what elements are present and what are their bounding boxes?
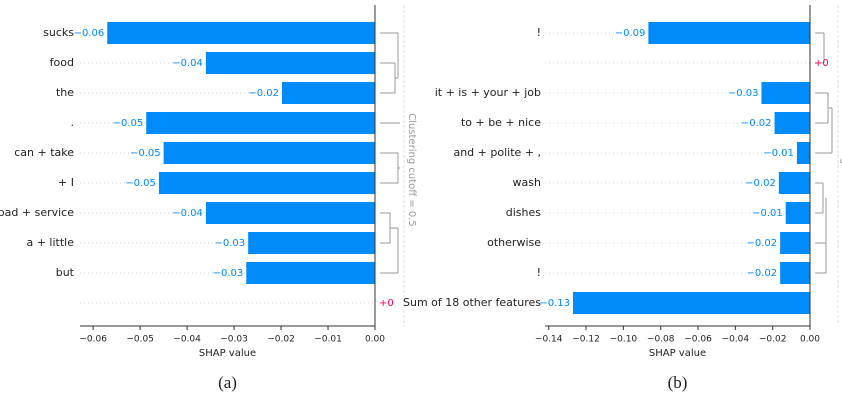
value-label: −0.04 [172, 208, 203, 219]
row-label: bad + service [0, 206, 74, 219]
x-tick-label: 0.00 [800, 335, 820, 345]
bar [246, 262, 375, 284]
bar [146, 112, 375, 134]
dendrogram-b [815, 5, 839, 326]
value-label: −0.13 [539, 298, 570, 309]
value-label: −0.02 [248, 88, 279, 99]
bar [248, 232, 375, 254]
value-label: +0 [814, 58, 829, 69]
x-tick-label: −0.10 [610, 335, 638, 345]
value-label: −0.02 [745, 178, 776, 189]
row-label: sucks [43, 26, 74, 39]
value-label: −0.05 [113, 118, 144, 129]
row-label: to + be + nice [461, 116, 541, 129]
x-tick-label: −0.04 [173, 335, 201, 345]
value-label: −0.06 [74, 28, 105, 39]
value-label: −0.05 [130, 148, 161, 159]
x-tick-label: 0.00 [365, 335, 385, 345]
value-label: −0.05 [125, 178, 156, 189]
bar [158, 172, 375, 194]
row-label: + I [58, 176, 74, 189]
x-axis-label: SHAP value [649, 348, 706, 359]
row-label: Sum of 18 other features [403, 296, 541, 309]
row-label: food [50, 56, 74, 69]
bar [281, 82, 375, 104]
row-label: wash [513, 176, 541, 189]
x-tick-label: −0.06 [684, 335, 712, 345]
x-tick-label: −0.06 [79, 335, 107, 345]
row-label: ! [537, 266, 541, 279]
bar [205, 202, 375, 224]
caption: (b) [668, 373, 688, 392]
value-label: −0.03 [215, 238, 246, 249]
dendrogram-a [380, 5, 405, 326]
value-label: −0.02 [746, 238, 777, 249]
x-axis-label: SHAP value [199, 348, 256, 359]
bar [774, 112, 810, 134]
x-tick-label: −0.02 [759, 335, 787, 345]
value-label: −0.02 [741, 118, 772, 129]
row-label: and + polite + , [453, 146, 541, 159]
row-label: it + is + your + job [435, 86, 541, 99]
bar [205, 52, 375, 74]
bar [572, 292, 810, 314]
row-label: can + take [14, 146, 74, 159]
x-tick-label: −0.03 [220, 335, 248, 345]
bar [163, 142, 375, 164]
value-label: −0.02 [746, 268, 777, 279]
annotation: Clustering cutoff = 0.5 [406, 113, 417, 227]
row-label: ! [537, 26, 541, 39]
row-label: . [71, 116, 75, 129]
row-label: the [56, 86, 74, 99]
row-label: otherwise [487, 236, 541, 249]
x-tick-label: −0.04 [722, 335, 750, 345]
bar [761, 82, 810, 104]
bar [107, 22, 375, 44]
value-label: +0 [379, 298, 394, 309]
x-tick-label: −0.14 [535, 335, 563, 345]
annotation: Clustering cutoff = 0.5 [839, 113, 842, 227]
x-tick-label: −0.02 [267, 335, 295, 345]
caption: (a) [218, 373, 237, 392]
value-label: −0.04 [172, 58, 203, 69]
row-label: but [56, 266, 75, 279]
value-label: −0.09 [615, 28, 646, 39]
x-tick-label: −0.01 [314, 335, 342, 345]
row-label: dishes [506, 206, 542, 219]
x-tick-label: −0.05 [126, 335, 154, 345]
value-label: −0.01 [763, 148, 794, 159]
bar [780, 262, 810, 284]
bar [648, 22, 810, 44]
x-tick-label: −0.12 [572, 335, 600, 345]
bar [778, 172, 810, 194]
row-label: a + little [26, 236, 74, 249]
bar [780, 232, 810, 254]
value-label: −0.03 [728, 88, 759, 99]
x-tick-label: −0.08 [647, 335, 675, 345]
bar [796, 142, 810, 164]
bar [785, 202, 810, 224]
value-label: −0.01 [752, 208, 783, 219]
value-label: −0.03 [213, 268, 244, 279]
